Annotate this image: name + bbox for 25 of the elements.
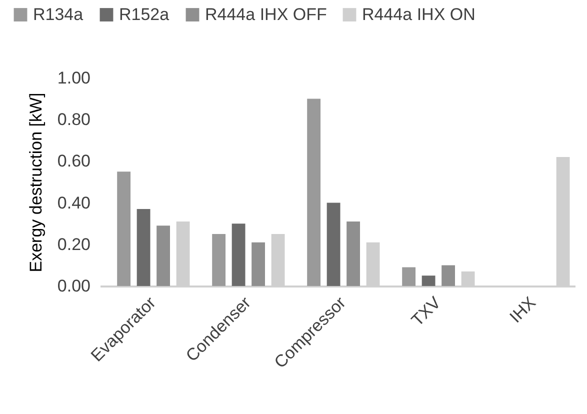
y-tick-label: 1.00 (57, 68, 90, 88)
x-tick-label: TXV (408, 292, 445, 330)
legend-label: R152a (119, 4, 170, 24)
y-tick-label: 0.80 (57, 110, 90, 130)
bar (307, 98, 321, 286)
y-tick-label: 0.60 (57, 152, 90, 171)
x-tick-label: IHX (506, 293, 540, 327)
bar (442, 265, 456, 286)
bar (156, 226, 170, 286)
bar (326, 202, 340, 286)
bar (232, 224, 246, 286)
bar (346, 222, 360, 286)
legend-label: R134a (33, 4, 84, 24)
bar (212, 234, 226, 286)
bar (252, 242, 266, 286)
bar (402, 267, 416, 286)
y-axis-title: Exergy destruction [kW] (26, 92, 46, 272)
y-tick-label: 0.20 (57, 234, 90, 254)
bar (136, 209, 150, 286)
y-tick-label: 0.40 (57, 193, 90, 212)
bar (422, 276, 436, 286)
y-tick-label: 0.00 (57, 276, 90, 296)
legend-label: R444a IHX ON (362, 4, 476, 24)
bar (117, 172, 131, 286)
legend-label: R444a IHX OFF (205, 4, 327, 24)
